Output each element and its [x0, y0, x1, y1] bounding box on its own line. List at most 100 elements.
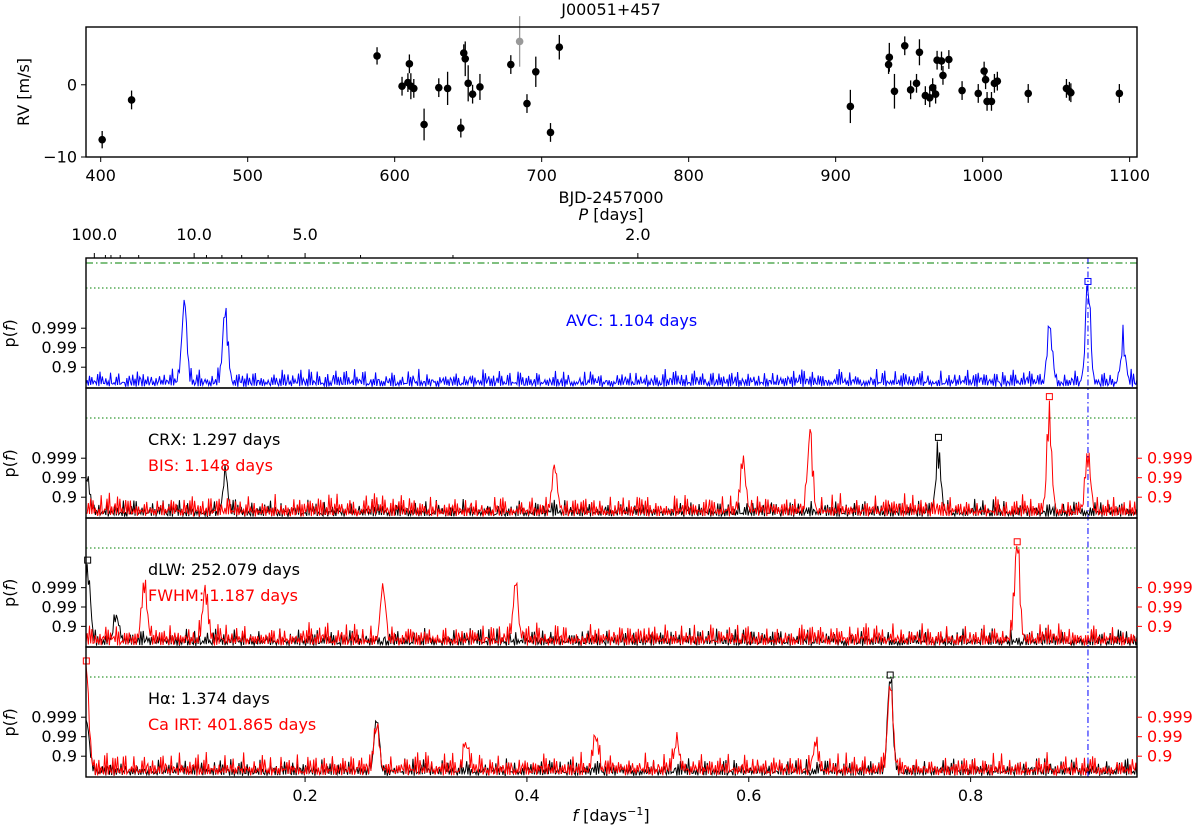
rv-point [925, 88, 934, 108]
rv-point [515, 16, 524, 67]
series-line-crx [85, 441, 1138, 518]
rv-point [1024, 84, 1033, 103]
annotation-fwhm: FWHM: 1.187 days [148, 586, 298, 605]
rv-marker [98, 135, 106, 144]
rv-marker [127, 96, 136, 104]
prob-tick-label: 0.999 [31, 319, 77, 338]
prob-tick-label: 0.999 [31, 449, 77, 468]
rv-point [987, 92, 996, 111]
prob-tick-label-right: 0.99 [1147, 727, 1183, 746]
rv-marker [981, 75, 990, 84]
rv-x-label: BJD-2457000 [558, 188, 663, 207]
rv-y-label: RV [m/s] [14, 58, 33, 126]
rv-marker [980, 67, 988, 75]
frequency-axis-label: f [days−1] [572, 805, 649, 826]
rv-point [1115, 84, 1124, 103]
rv-marker [443, 84, 452, 93]
prob-tick-label-right: 0.9 [1147, 488, 1172, 507]
panel-frame [85, 387, 1138, 519]
period-tick-label: 10.0 [176, 225, 212, 244]
annotation-crx: CRX: 1.297 days [148, 430, 280, 449]
panel-y-label: p(f) [0, 579, 19, 607]
rv-marker [373, 52, 381, 60]
prob-tick-label-right: 0.9 [1147, 617, 1172, 636]
rv-marker [931, 90, 940, 98]
peak-marker [1013, 538, 1021, 546]
panel-y-label: p(f) [0, 708, 19, 736]
rv-point [98, 131, 106, 149]
rv-marker [507, 60, 515, 69]
prob-tick-label-right: 0.999 [1147, 708, 1193, 727]
rv-title: J00051+457 [560, 0, 661, 19]
peak-marker [84, 556, 92, 564]
panel-y-label: p(f) [0, 449, 19, 477]
series-line-ca-irt [85, 664, 1138, 777]
rv-point [409, 79, 418, 98]
annotation-h-: Hα: 1.374 days [148, 689, 270, 708]
rv-point [523, 94, 531, 113]
rv-point [420, 108, 428, 141]
rv-marker [405, 60, 414, 68]
rv-point [127, 90, 136, 110]
rv-point [900, 36, 909, 56]
rv-point [555, 34, 564, 60]
series-line-avc [85, 285, 1138, 388]
periodogram-stack: P [days] 100.0 10.0 5.0 2.0 0.9990.990.9p(f… [0, 205, 1193, 825]
period-tick-label: 2.0 [625, 225, 650, 244]
prob-tick-label-right: 0.99 [1147, 468, 1183, 487]
rv-y-tick-label: 0 [67, 75, 77, 94]
rv-marker [409, 84, 418, 93]
rv-x-tick-label: 800 [673, 166, 704, 185]
rv-time-series: J00051+457 400 500 600 700 800 900 1000 1100 −1… [14, 0, 1150, 207]
rv-marker [906, 86, 915, 94]
rv-marker [885, 53, 894, 62]
rv-point [945, 50, 953, 69]
prob-tick-label: 0.99 [41, 468, 77, 487]
rv-marker [531, 67, 540, 76]
period-tick-label: 100.0 [71, 225, 117, 244]
rv-marker [434, 83, 443, 92]
rv-marker [928, 83, 937, 92]
rv-marker [1067, 88, 1075, 97]
peak-marker [1045, 393, 1053, 401]
rv-y-tick-label: −10 [43, 148, 77, 167]
rv-point [931, 84, 940, 104]
rv-marker [476, 83, 484, 91]
rv-point [981, 70, 990, 90]
prob-tick-label: 0.99 [41, 598, 77, 617]
prob-tick-label: 0.9 [52, 488, 77, 507]
frequency-axis-ticks: 0.2 0.4 0.6 0.8 [292, 777, 983, 805]
rv-marker [937, 57, 946, 65]
rv-marker [987, 97, 996, 106]
prob-tick-label: 0.999 [31, 708, 77, 727]
peak-marker [886, 671, 894, 679]
rv-marker [912, 79, 921, 88]
freq-tick-label: 0.6 [736, 786, 761, 805]
rv-points [98, 16, 1124, 149]
rv-marker [915, 48, 924, 57]
annotation-bis: BIS: 1.148 days [148, 456, 273, 475]
rv-marker [993, 77, 1002, 85]
rv-marker [457, 124, 465, 132]
prob-tick-label-right: 0.999 [1147, 578, 1193, 597]
rv-point [974, 84, 983, 103]
rv-marker [523, 99, 531, 108]
rv-marker [1024, 89, 1033, 98]
prob-tick-label: 0.9 [52, 747, 77, 766]
peak-marker [934, 433, 942, 441]
period-tick-label: 5.0 [292, 225, 317, 244]
annotation-ca-irt: Ca IRT: 401.865 days [148, 715, 316, 734]
rv-marker [974, 89, 983, 98]
rv-marker [398, 82, 406, 91]
rv-marker [846, 102, 855, 111]
rv-plot-frame [85, 26, 1138, 158]
rv-marker [945, 55, 953, 64]
rv-point [461, 41, 470, 77]
rv-point [912, 73, 921, 93]
rv-point [958, 81, 966, 100]
period-axis-label: P [days] [579, 205, 644, 224]
